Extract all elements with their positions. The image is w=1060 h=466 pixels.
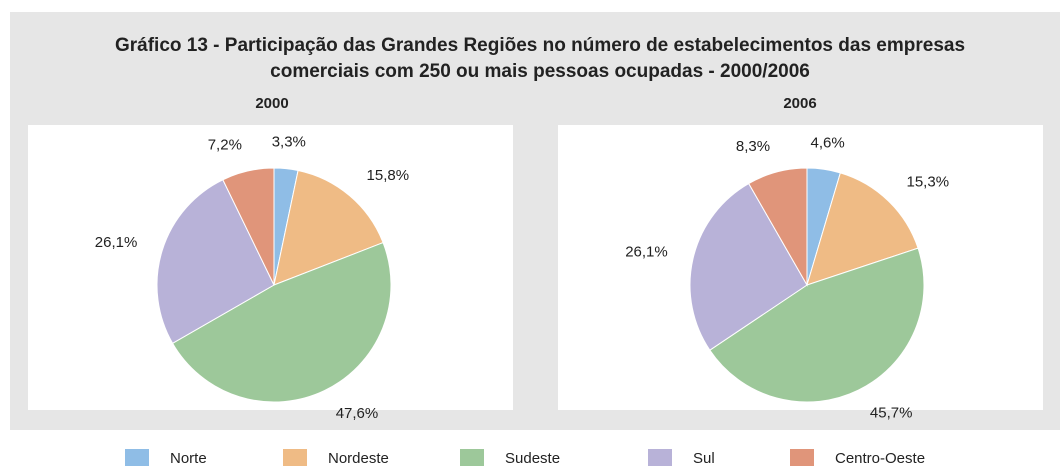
value-label: 45,7% [870,404,913,421]
legend-swatch [283,449,307,466]
pie-slice [689,182,808,351]
legend-label: Norte [170,450,207,466]
pie-slice [273,169,384,286]
pie-slice [222,167,275,286]
legend-swatch [790,449,814,466]
legend-swatch [648,449,672,466]
value-label: 7,2% [208,137,242,154]
value-label: 47,6% [336,405,379,422]
legend-label: Sul [693,450,715,466]
value-label: 15,8% [367,167,410,184]
pie-title: 2000 [255,95,288,112]
legend-swatch [125,449,149,466]
value-label: 26,1% [95,234,138,251]
pie-slice [709,247,925,403]
legend-label: Sudeste [505,450,560,466]
pie-title: 2006 [783,95,816,112]
legend-label: Nordeste [328,450,389,466]
value-label: 8,3% [736,138,770,155]
value-label: 3,3% [272,134,306,151]
chart-subtitle: comerciais com 250 ou mais pessoas ocupa… [270,61,810,82]
legend-swatch [460,449,484,466]
chart-title: Gráfico 13 - Participação das Grandes Re… [115,35,965,56]
pie-slice [171,241,392,403]
pie-slice [156,179,275,344]
value-label: 26,1% [625,243,668,260]
legend-label: Centro-Oeste [835,450,925,466]
pie-slice [748,167,808,287]
value-label: 15,3% [907,173,950,190]
value-label: 4,6% [810,134,844,151]
